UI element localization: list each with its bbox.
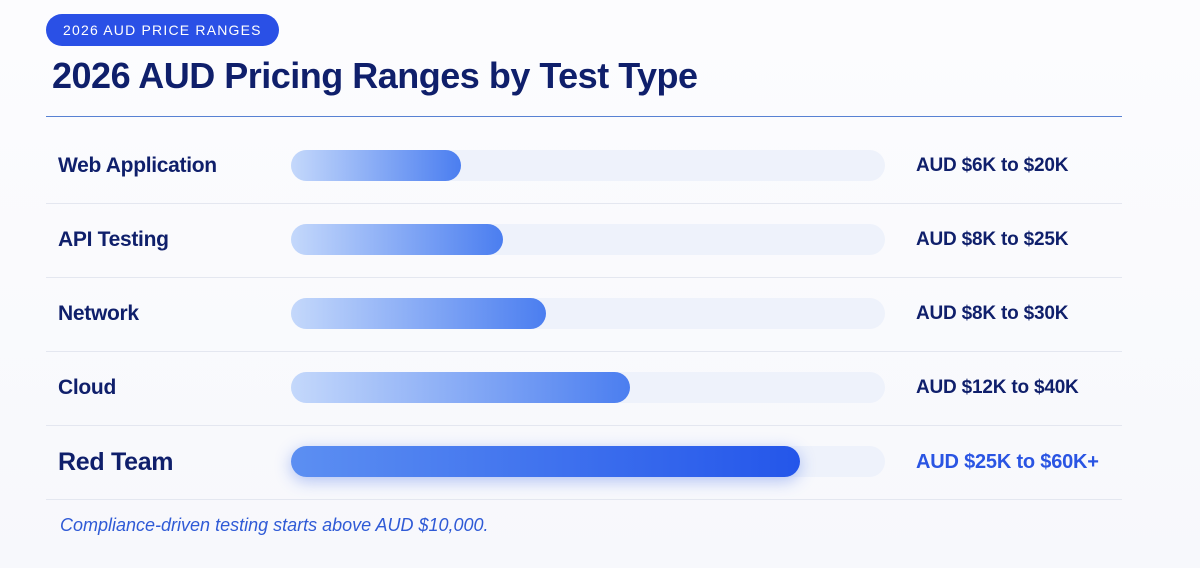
category-label: Red Team: [58, 448, 174, 476]
bar: [291, 224, 503, 255]
bar-row: Cloud AUD $12K to $40K: [46, 352, 1122, 426]
bar: [291, 446, 800, 477]
bar-track: [291, 372, 885, 403]
bar-row: Web Application AUD $6K to $20K: [46, 130, 1122, 204]
range-label: AUD $6K to $20K: [916, 155, 1069, 176]
bar-row: API Testing AUD $8K to $25K: [46, 204, 1122, 278]
chart-title: 2026 AUD Pricing Ranges by Test Type: [52, 55, 698, 96]
bar-track: [291, 224, 885, 255]
bar-track: [291, 150, 885, 181]
bar-rows: Web Application AUD $6K to $20K API Testin…: [46, 130, 1122, 500]
footnote: Compliance-driven testing starts above A…: [60, 515, 489, 535]
category-label: Cloud: [58, 376, 116, 399]
bar: [291, 150, 461, 181]
category-label: Network: [58, 302, 139, 325]
range-label: AUD $8K to $30K: [916, 303, 1069, 324]
title-divider: [46, 116, 1122, 117]
range-label: AUD $12K to $40K: [916, 377, 1079, 398]
range-label: AUD $8K to $25K: [916, 229, 1069, 250]
range-label: AUD $25K to $60K+: [916, 451, 1099, 473]
bar-track: [291, 298, 885, 329]
bar-track: [291, 446, 885, 477]
category-label: Web Application: [58, 154, 217, 177]
section-badge: 2026 AUD PRICE RANGES: [46, 14, 279, 46]
bar-row: Network AUD $8K to $30K: [46, 278, 1122, 352]
bar: [291, 298, 546, 329]
bar: [291, 372, 630, 403]
category-label: API Testing: [58, 228, 169, 251]
bar-row: Red Team AUD $25K to $60K+: [46, 426, 1122, 500]
